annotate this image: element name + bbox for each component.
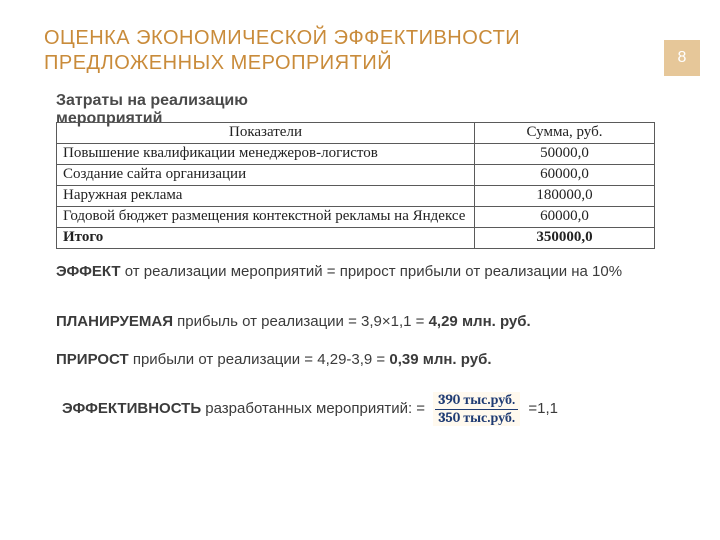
table-row: Годовой бюджет размещения контекстной ре…	[57, 207, 655, 228]
plan-result: 4,29 млн. руб.	[429, 313, 531, 330]
cell-label: Наружная реклама	[57, 186, 475, 207]
planned-profit-statement: ПЛАНИРУЕМАЯ прибыль от реализации = 3,9×…	[56, 312, 656, 332]
table-row: Создание сайта организации 60000,0	[57, 165, 655, 186]
table-row: Наружная реклама 180000,0	[57, 186, 655, 207]
cell-value: 60000,0	[475, 207, 655, 228]
growth-mid: прибыли от реализации = 4,29-3,9 =	[129, 351, 390, 368]
efficiency-statement: ЭФФЕКТИВНОСТЬ разработанных мероприятий:…	[62, 392, 662, 426]
eff2-mid: разработанных мероприятий: =	[201, 400, 429, 417]
eff2-result: =1,1	[524, 400, 558, 417]
effect-lead: ЭФФЕКТ	[56, 263, 121, 280]
plan-mid: прибыль от реализации = 3,9×1,1 =	[173, 313, 429, 330]
fraction-numerator: 390 тыс.руб.	[435, 393, 518, 410]
col-header-indicator: Показатели	[57, 123, 475, 144]
cell-label: Годовой бюджет размещения контекстной ре…	[57, 207, 475, 228]
cell-value: 60000,0	[475, 165, 655, 186]
eff2-lead: ЭФФЕКТИВНОСТЬ	[62, 400, 201, 417]
title-line-1: ОЦЕНКА ЭКОНОМИЧЕСКОЙ ЭФФЕКТИВНОСТИ	[44, 27, 520, 49]
cell-label: Повышение квалификации менеджеров-логист…	[57, 144, 475, 165]
total-value: 350000,0	[475, 228, 655, 249]
profit-growth-statement: ПРИРОСТ прибыли от реализации = 4,29-3,9…	[56, 350, 656, 370]
fraction-denominator: 350 тыс.руб.	[435, 410, 518, 426]
plan-lead: ПЛАНИРУЕМАЯ	[56, 313, 173, 330]
cell-value: 180000,0	[475, 186, 655, 207]
costs-table: Показатели Сумма, руб. Повышение квалифи…	[56, 122, 655, 249]
total-label: Итого	[57, 228, 475, 249]
table-header-row: Показатели Сумма, руб.	[57, 123, 655, 144]
slide-title: ОЦЕНКА ЭКОНОМИЧЕСКОЙ ЭФФЕКТИВНОСТИ ПРЕДЛ…	[44, 26, 584, 76]
title-line-2: ПРЕДЛОЖЕННЫХ МЕРОПРИЯТИЙ	[44, 52, 392, 74]
col-header-amount: Сумма, руб.	[475, 123, 655, 144]
effect-statement: ЭФФЕКТ от реализации мероприятий = приро…	[56, 262, 656, 282]
growth-lead: ПРИРОСТ	[56, 351, 129, 368]
table-row: Повышение квалификации менеджеров-логист…	[57, 144, 655, 165]
page-number-badge: 8	[664, 40, 700, 76]
cell-value: 50000,0	[475, 144, 655, 165]
efficiency-fraction: 390 тыс.руб.350 тыс.руб.	[433, 392, 520, 426]
effect-rest: от реализации мероприятий = прирост приб…	[121, 263, 622, 280]
table-total-row: Итого 350000,0	[57, 228, 655, 249]
page-number: 8	[678, 49, 687, 66]
growth-result: 0,39 млн. руб.	[389, 351, 491, 368]
cell-label: Создание сайта организации	[57, 165, 475, 186]
